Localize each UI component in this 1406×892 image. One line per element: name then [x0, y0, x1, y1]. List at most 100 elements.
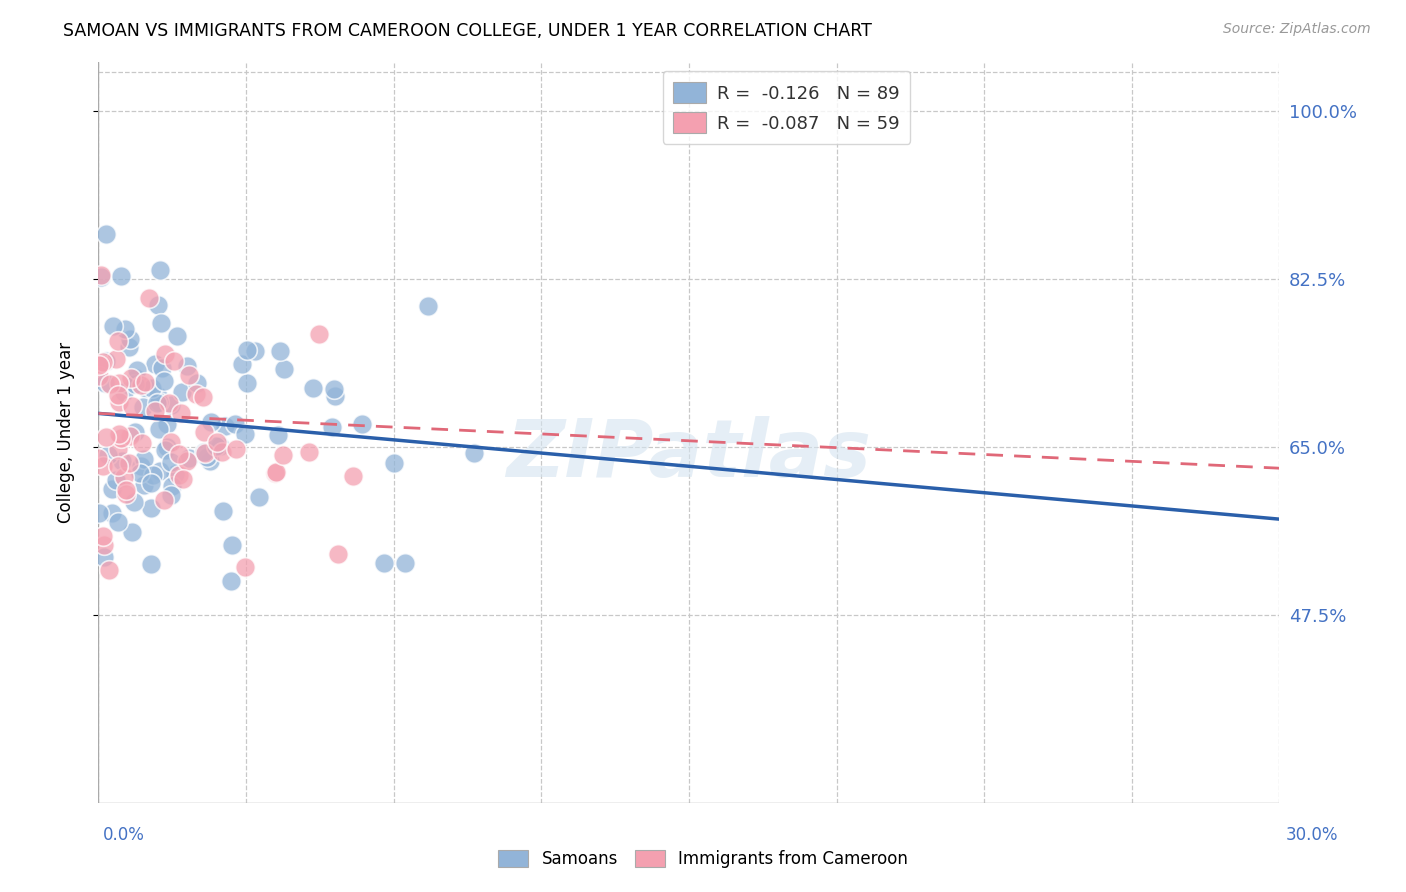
Point: [129, 377, 152, 392]
Point: [243, 344, 266, 359]
Point: [163, 467, 186, 481]
Point: [271, 448, 294, 462]
Point: [143, 403, 166, 417]
Point: [97, 563, 120, 577]
Point: [177, 451, 200, 466]
Point: [225, 442, 247, 457]
Point: [160, 478, 183, 492]
Point: [167, 467, 190, 482]
Point: [94, 227, 117, 241]
Point: [211, 444, 233, 458]
Point: [134, 375, 156, 389]
Y-axis label: College, Under 1 year: College, Under 1 year: [56, 342, 75, 524]
Point: [112, 384, 135, 399]
Point: [132, 452, 155, 467]
Legend: Samoans, Immigrants from Cameroon: Samoans, Immigrants from Cameroon: [492, 843, 914, 875]
Point: [176, 359, 198, 373]
Point: [231, 357, 253, 371]
Point: [200, 416, 222, 430]
Point: [120, 332, 142, 346]
Point: [172, 472, 194, 486]
Point: [373, 556, 395, 570]
Point: [302, 381, 325, 395]
Point: [107, 387, 129, 401]
Point: [153, 347, 176, 361]
Point: [350, 417, 373, 432]
Point: [105, 473, 128, 487]
Point: [125, 363, 148, 377]
Point: [264, 465, 287, 479]
Point: [118, 429, 141, 443]
Point: [87, 506, 110, 520]
Point: [96, 353, 118, 368]
Point: [247, 490, 270, 504]
Text: ZIPatlas: ZIPatlas: [506, 416, 872, 494]
Point: [94, 376, 117, 390]
Point: [101, 506, 124, 520]
Point: [163, 354, 186, 368]
Point: [224, 417, 246, 431]
Point: [160, 455, 183, 469]
Point: [156, 440, 179, 454]
Point: [149, 263, 172, 277]
Point: [87, 368, 110, 383]
Point: [108, 376, 131, 390]
Point: [146, 389, 169, 403]
Point: [321, 420, 343, 434]
Point: [233, 426, 256, 441]
Point: [138, 291, 160, 305]
Point: [157, 395, 180, 409]
Point: [91, 355, 114, 369]
Point: [193, 425, 215, 440]
Point: [139, 558, 162, 572]
Point: [91, 458, 114, 473]
Point: [323, 383, 346, 397]
Text: 0.0%: 0.0%: [103, 826, 145, 844]
Point: [323, 389, 346, 403]
Point: [98, 376, 121, 391]
Point: [118, 456, 141, 470]
Point: [221, 538, 243, 552]
Point: [110, 431, 132, 445]
Point: [186, 376, 208, 390]
Point: [150, 316, 173, 330]
Point: [221, 574, 243, 588]
Point: [308, 327, 330, 342]
Point: [169, 407, 191, 421]
Point: [111, 454, 134, 468]
Point: [115, 483, 138, 497]
Point: [90, 269, 112, 284]
Point: [156, 417, 179, 431]
Point: [266, 428, 288, 442]
Point: [121, 371, 143, 385]
Point: [141, 476, 163, 491]
Text: 30.0%: 30.0%: [1286, 826, 1339, 844]
Point: [204, 439, 226, 453]
Point: [236, 376, 259, 390]
Point: [184, 387, 207, 401]
Point: [114, 321, 136, 335]
Point: [134, 478, 156, 492]
Point: [107, 442, 129, 457]
Point: [108, 427, 131, 442]
Point: [273, 362, 295, 376]
Point: [167, 447, 190, 461]
Point: [235, 343, 257, 357]
Point: [160, 488, 183, 502]
Point: [107, 459, 129, 474]
Point: [107, 334, 129, 348]
Point: [205, 434, 228, 449]
Point: [121, 524, 143, 539]
Point: [160, 398, 183, 412]
Point: [87, 450, 110, 465]
Point: [394, 557, 416, 571]
Point: [141, 381, 163, 395]
Point: [97, 448, 120, 462]
Point: [209, 439, 232, 453]
Point: [141, 500, 163, 515]
Point: [148, 395, 170, 409]
Point: [128, 466, 150, 480]
Point: [124, 425, 146, 439]
Point: [93, 549, 115, 564]
Point: [166, 329, 188, 343]
